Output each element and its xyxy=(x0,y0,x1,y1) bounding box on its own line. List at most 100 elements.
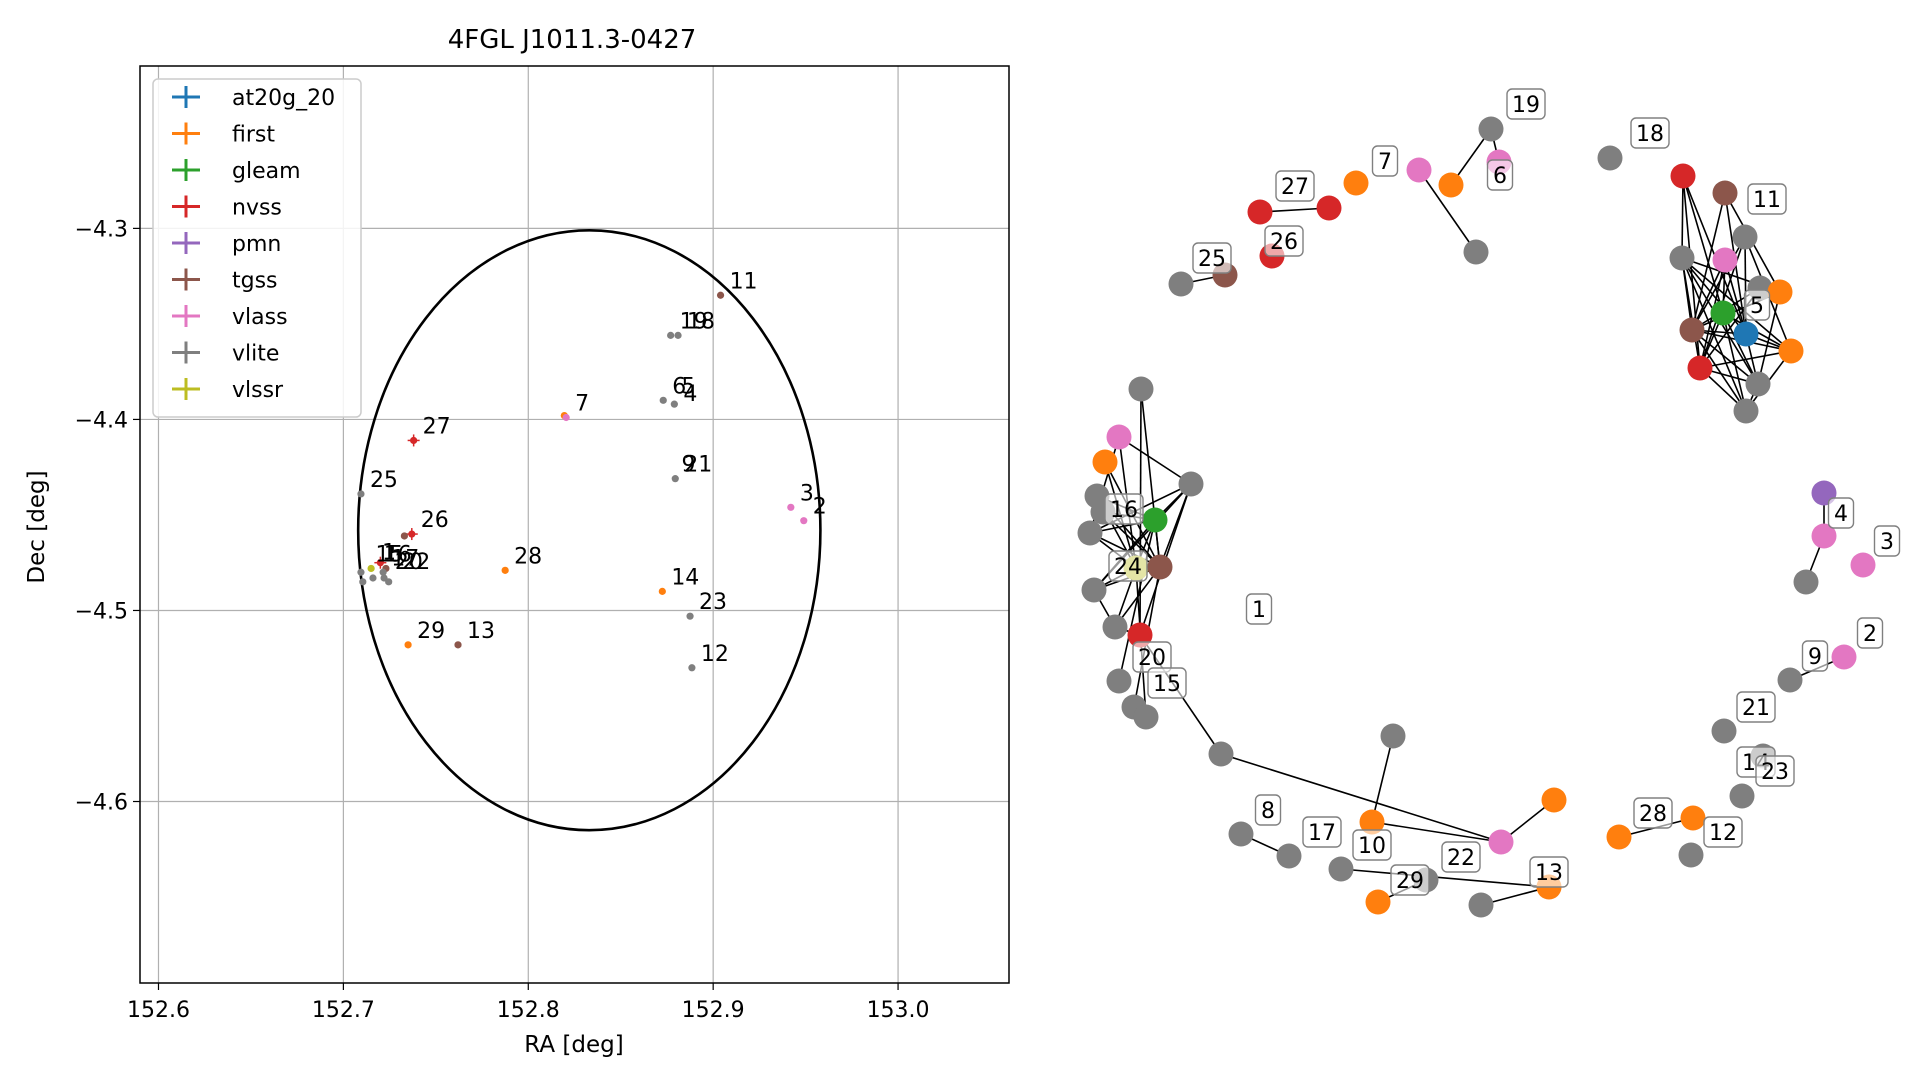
node-label: 20 xyxy=(1132,641,1172,673)
point-label: 6 xyxy=(672,374,686,399)
scatter-point-vlass xyxy=(787,503,795,511)
network-node-vlite xyxy=(1102,614,1128,640)
ticks-layer: 152.6 152.7 152.8 152.9 153.0 −4.3 −4.4 −4.5 −4.… xyxy=(75,217,930,1023)
network-node-vlite xyxy=(1463,239,1489,265)
node-label-text: 29 xyxy=(1396,869,1424,894)
node-label: 17 xyxy=(1302,816,1342,848)
node-label: 29 xyxy=(1390,864,1430,896)
scatter-point-first xyxy=(404,641,412,649)
scatter-point-vlite xyxy=(359,578,367,586)
point-label: 13 xyxy=(467,619,495,644)
scatter-point-vlite xyxy=(357,490,365,498)
node-label: 26 xyxy=(1264,225,1304,257)
network-node-vlite xyxy=(1597,145,1623,171)
node-label: 19 xyxy=(1506,88,1546,120)
node-label-text: 8 xyxy=(1261,799,1275,824)
network-node-first xyxy=(1365,889,1391,915)
network-node-vlass xyxy=(1811,523,1837,549)
network-edge xyxy=(1691,329,1759,385)
network-node-first xyxy=(1359,809,1385,835)
scatter-point-first xyxy=(658,587,666,595)
node-label-text: 3 xyxy=(1880,530,1894,555)
scatter-point-nvss xyxy=(374,556,387,569)
network-node-vlite xyxy=(1077,520,1103,546)
node-label: 11 xyxy=(1747,183,1787,215)
node-label: 1 xyxy=(1245,593,1273,625)
node-label-text: 1 xyxy=(1252,598,1266,623)
network-edge xyxy=(1744,236,1747,335)
y-tick-label: −4.5 xyxy=(75,599,128,624)
point-label: 16 xyxy=(384,542,412,567)
network-node-vlite xyxy=(1793,569,1819,595)
node-label-text: 7 xyxy=(1378,150,1392,175)
point-label: 14 xyxy=(671,565,699,590)
uncertainty-ellipse-shape xyxy=(356,228,822,832)
plot-frame xyxy=(139,65,1010,984)
legend-label: gleam xyxy=(232,159,301,184)
network-edge xyxy=(1682,175,1724,314)
network-node-vlite xyxy=(1777,667,1803,693)
point-label: 21 xyxy=(684,453,712,478)
node-label-text: 16 xyxy=(1110,498,1138,523)
network-edge xyxy=(1089,532,1161,568)
legend-label: vlssr xyxy=(232,378,284,403)
point-label: 18 xyxy=(687,309,715,334)
scatter-point-vlite xyxy=(688,664,696,672)
node-label: 24 xyxy=(1108,550,1148,582)
scatter-point-nvss xyxy=(405,528,418,541)
network-node-vlass xyxy=(1712,247,1738,273)
network-node-vlass xyxy=(1850,552,1876,578)
network-node-vlass xyxy=(1831,644,1857,670)
network-node-first xyxy=(1680,805,1706,831)
network-panel: 1918761127262551624143292015211423828171… xyxy=(1077,88,1901,918)
node-label: 4 xyxy=(1827,497,1855,529)
legend-label: vlite xyxy=(232,342,279,367)
network-node-first xyxy=(1778,338,1804,364)
network-edge xyxy=(1418,169,1477,253)
scatter-point-vlite xyxy=(385,578,393,586)
node-label: 8 xyxy=(1254,794,1282,826)
point-label: 4 xyxy=(683,382,697,407)
node-label-text: 20 xyxy=(1138,646,1166,671)
network-node-nvss xyxy=(1687,355,1713,381)
x-tick-label: 152.8 xyxy=(497,998,560,1023)
point-label: 22 xyxy=(402,550,430,575)
network-node-gleam xyxy=(1142,507,1168,533)
legend-item-gleam: gleam xyxy=(172,159,301,184)
node-label-text: 27 xyxy=(1281,175,1309,200)
point-label: 23 xyxy=(699,590,727,615)
x-axis-label: RA [deg] xyxy=(524,1032,623,1058)
legend-label: at20g_20 xyxy=(232,86,335,111)
scatter-point-vlite xyxy=(670,400,678,408)
node-label-text: 13 xyxy=(1535,861,1563,886)
uncertainty-ellipse xyxy=(356,228,822,832)
scatter-point-tgss xyxy=(400,532,408,540)
chart-title: 4FGL J1011.3-0427 xyxy=(448,25,697,55)
network-node-vlass xyxy=(1406,157,1432,183)
scatter-point-vlite xyxy=(369,574,377,582)
network-node-vlite xyxy=(1106,668,1132,694)
network-node-vlite xyxy=(1380,723,1406,749)
network-edge xyxy=(1691,192,1726,331)
point-label: 25 xyxy=(370,468,398,493)
network-node-vlite xyxy=(1729,783,1755,809)
scatter-point-vlite xyxy=(667,331,675,339)
network-node-vlite xyxy=(1276,843,1302,869)
legend-item-tgss: tgss xyxy=(172,268,278,294)
network-node-first xyxy=(1606,824,1632,850)
network-node-nvss xyxy=(1247,199,1273,225)
network-edge xyxy=(1371,821,1502,843)
scatter-point-vlssr xyxy=(367,564,375,573)
scatter-point-vlite xyxy=(659,396,667,404)
network-edge xyxy=(1691,329,1747,412)
node-label: 18 xyxy=(1630,117,1670,149)
scatter-point-first xyxy=(501,566,509,574)
network-node-vlite xyxy=(1733,398,1759,424)
network-edge xyxy=(1118,436,1192,485)
legend-label: nvss xyxy=(232,196,282,221)
node-label-text: 4 xyxy=(1834,502,1848,527)
network-node-vlite xyxy=(1711,718,1737,744)
